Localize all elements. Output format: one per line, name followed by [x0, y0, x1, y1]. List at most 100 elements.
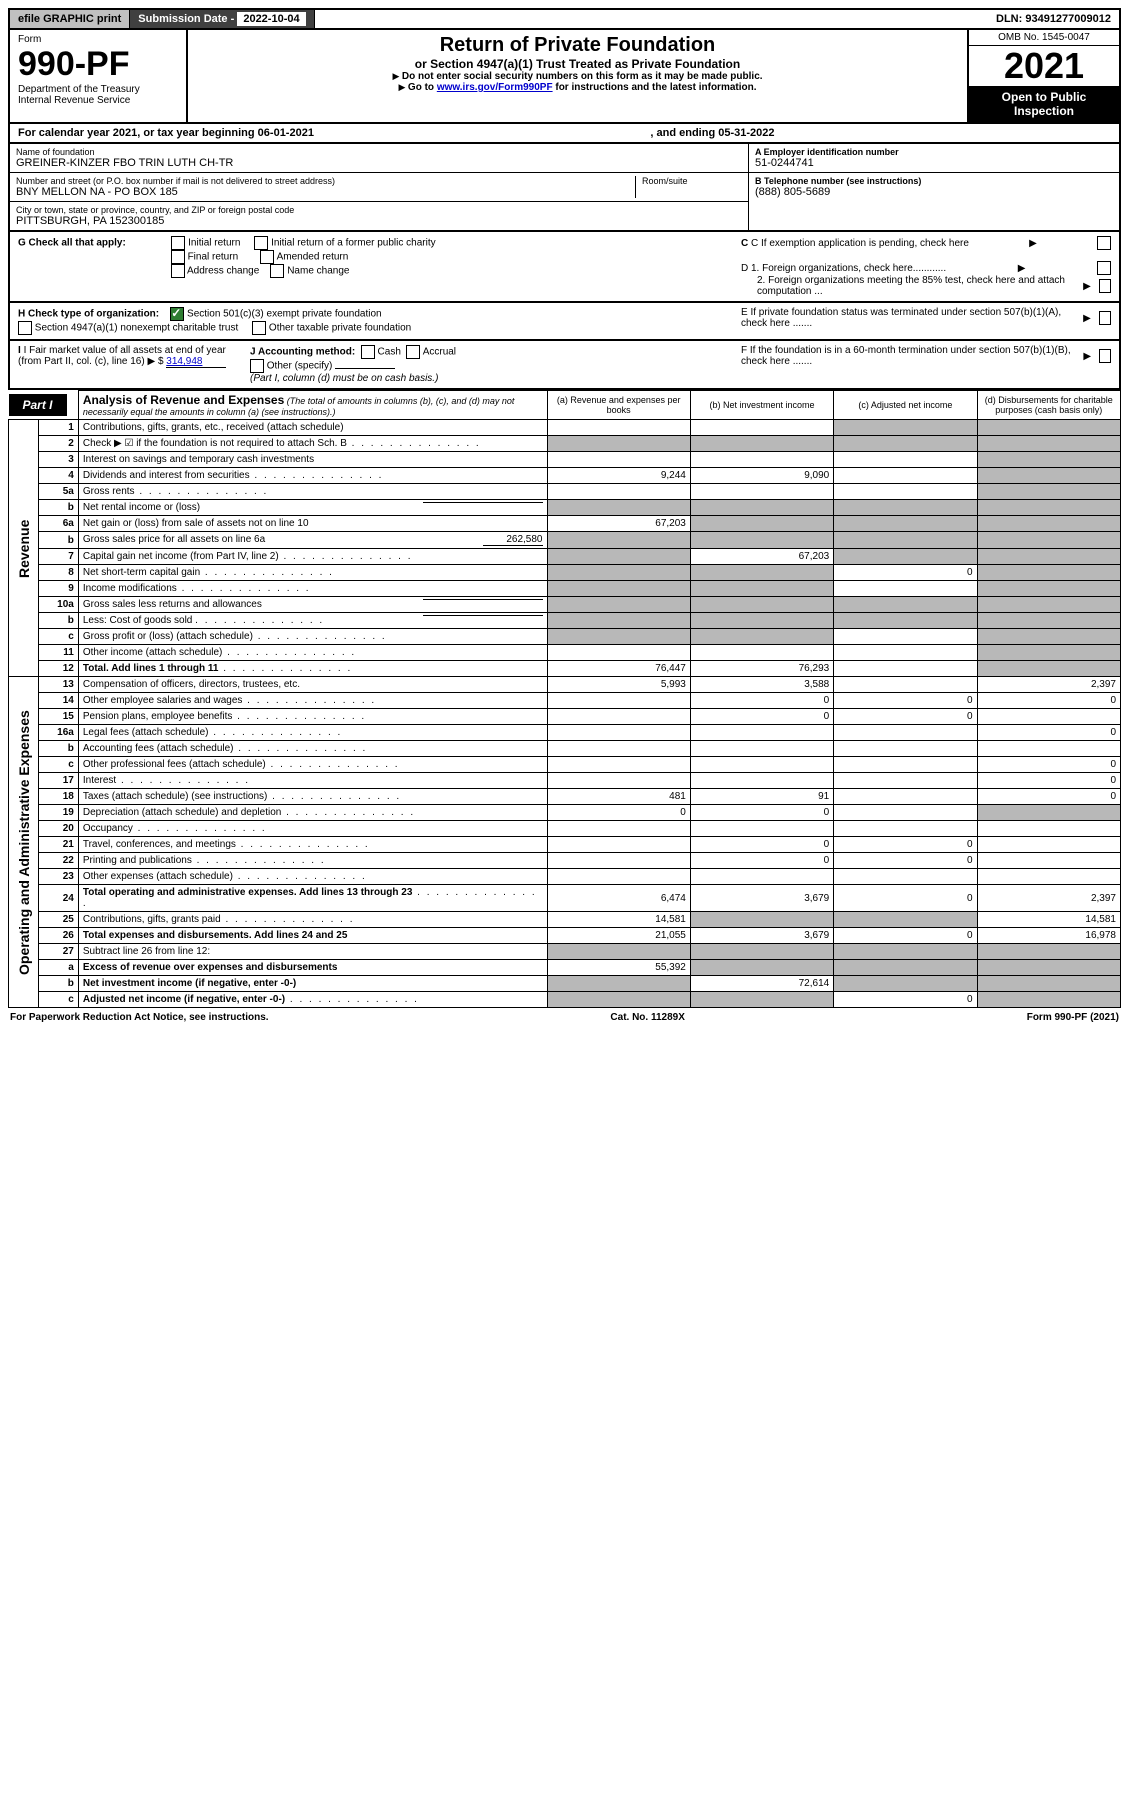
cell-a: 5,993 — [547, 677, 690, 693]
row-desc: Depreciation (attach schedule) and deple… — [78, 805, 547, 821]
row-desc: Income modifications — [78, 581, 547, 597]
cell-c — [834, 452, 977, 468]
checkbox-final[interactable] — [171, 250, 185, 264]
cell-d — [977, 420, 1120, 436]
checkbox-accrual[interactable] — [406, 345, 420, 359]
cell-d — [977, 484, 1120, 500]
section-h: H Check type of organization: Section 50… — [18, 307, 729, 335]
cell-c — [834, 420, 977, 436]
checkbox-c[interactable] — [1097, 236, 1111, 250]
cell-d — [977, 645, 1120, 661]
cell-d — [977, 976, 1120, 992]
cell-a — [547, 581, 690, 597]
ein-label: A Employer identification number — [755, 147, 1113, 157]
cell-a — [547, 837, 690, 853]
cell-a — [547, 693, 690, 709]
table-row: cOther professional fees (attach schedul… — [9, 757, 1121, 773]
table-row: 24Total operating and administrative exp… — [9, 885, 1121, 912]
row-number: 26 — [39, 928, 79, 944]
cell-d — [977, 629, 1120, 645]
table-row: 15Pension plans, employee benefits00 — [9, 709, 1121, 725]
open-inspection: Open to Public Inspection — [969, 86, 1119, 122]
cell-b: 0 — [690, 693, 833, 709]
checkbox-address[interactable] — [171, 264, 185, 278]
cell-b: 0 — [690, 853, 833, 869]
checkbox-d1[interactable] — [1097, 261, 1111, 275]
cell-b — [690, 629, 833, 645]
cell-c: 0 — [834, 709, 977, 725]
cell-a: 6,474 — [547, 885, 690, 912]
table-row: bNet rental income or (loss) — [9, 500, 1121, 516]
checkbox-initial-former[interactable] — [254, 236, 268, 250]
row-number: 16a — [39, 725, 79, 741]
table-row: aExcess of revenue over expenses and dis… — [9, 960, 1121, 976]
checkbox-name[interactable] — [270, 264, 284, 278]
phone: (888) 805-5689 — [755, 186, 1113, 198]
cell-d — [977, 549, 1120, 565]
table-row: 5aGross rents — [9, 484, 1121, 500]
cell-d — [977, 597, 1120, 613]
cell-c — [834, 789, 977, 805]
cell-b — [690, 516, 833, 532]
checkbox-4947[interactable] — [18, 321, 32, 335]
cell-c: 0 — [834, 885, 977, 912]
cell-b — [690, 645, 833, 661]
cell-c — [834, 741, 977, 757]
table-row: bLess: Cost of goods sold — [9, 613, 1121, 629]
header-right: OMB No. 1545-0047 2021 Open to Public In… — [967, 30, 1119, 122]
table-row: 6aNet gain or (loss) from sale of assets… — [9, 516, 1121, 532]
cell-c — [834, 912, 977, 928]
cell-c — [834, 645, 977, 661]
row-desc: Check ▶ ☑ if the foundation is not requi… — [78, 436, 547, 452]
cell-c — [834, 597, 977, 613]
table-row: 14Other employee salaries and wages000 — [9, 693, 1121, 709]
cell-a: 76,447 — [547, 661, 690, 677]
row-number: 11 — [39, 645, 79, 661]
cell-b — [690, 613, 833, 629]
cell-b: 3,588 — [690, 677, 833, 693]
header-left: Form 990-PF Department of the Treasury I… — [10, 30, 188, 122]
cell-d — [977, 452, 1120, 468]
cell-c: 0 — [834, 992, 977, 1008]
cell-d — [977, 992, 1120, 1008]
checkbox-e[interactable] — [1099, 311, 1111, 325]
cell-a — [547, 821, 690, 837]
cell-b — [690, 741, 833, 757]
checkbox-amended[interactable] — [260, 250, 274, 264]
table-row: bGross sales price for all assets on lin… — [9, 532, 1121, 549]
fmv-value[interactable]: 314,948 — [166, 356, 226, 368]
checkbox-501c3[interactable] — [170, 307, 184, 321]
form-note2: Go to www.irs.gov/Form990PF for instruct… — [196, 82, 959, 93]
checkbox-f[interactable] — [1099, 349, 1111, 363]
row-desc: Gross sales price for all assets on line… — [78, 532, 547, 549]
row-number: 24 — [39, 885, 79, 912]
checkbox-cash[interactable] — [361, 345, 375, 359]
tax-year: 2021 — [969, 46, 1119, 86]
section-f: F If the foundation is in a 60-month ter… — [729, 345, 1111, 384]
cell-b — [690, 821, 833, 837]
row-number: 2 — [39, 436, 79, 452]
cell-c — [834, 549, 977, 565]
row-desc: Net rental income or (loss) — [78, 500, 547, 516]
row-number: 22 — [39, 853, 79, 869]
col-b-header: (b) Net investment income — [690, 391, 833, 420]
table-row: Revenue1Contributions, gifts, grants, et… — [9, 420, 1121, 436]
checkbox-d2[interactable] — [1099, 279, 1111, 293]
row-number: 4 — [39, 468, 79, 484]
irs-link[interactable]: www.irs.gov/Form990PF — [437, 82, 553, 93]
checkbox-initial[interactable] — [171, 236, 185, 250]
row-number: 3 — [39, 452, 79, 468]
addr-label: Number and street (or P.O. box number if… — [16, 176, 635, 186]
row-desc: Interest on savings and temporary cash i… — [78, 452, 547, 468]
checkbox-other-tax[interactable] — [252, 321, 266, 335]
cell-b — [690, 532, 833, 549]
submission-date-label: Submission Date - 2022-10-04 — [130, 10, 314, 28]
cell-c — [834, 613, 977, 629]
row-desc: Gross profit or (loss) (attach schedule) — [78, 629, 547, 645]
cell-d — [977, 821, 1120, 837]
cell-c — [834, 661, 977, 677]
cell-b — [690, 773, 833, 789]
row-number: 14 — [39, 693, 79, 709]
checkbox-other-acct[interactable] — [250, 359, 264, 373]
row-number: b — [39, 976, 79, 992]
